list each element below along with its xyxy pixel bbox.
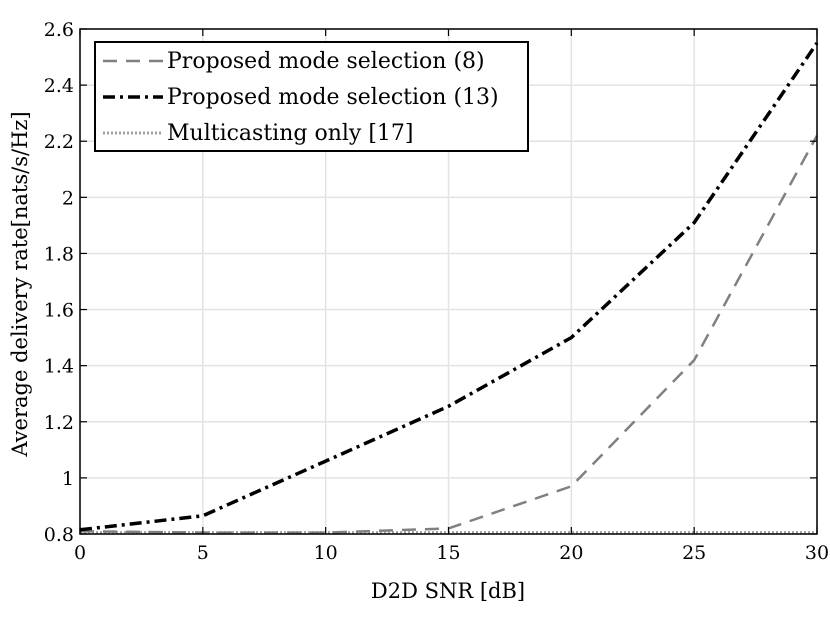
axes <box>79 28 818 535</box>
y-tick-label: 1 <box>62 468 74 490</box>
y-tick-label: 1.4 <box>44 356 74 378</box>
x-tick-label: 10 <box>314 542 338 564</box>
y-tick-label: 1.2 <box>44 412 74 434</box>
y-tick-label: 2.4 <box>44 75 74 97</box>
x-axis-title: D2D SNR [dB] <box>371 579 525 603</box>
legend-box <box>94 41 529 152</box>
x-tick-label: 0 <box>74 542 86 564</box>
legend-label-2: Proposed mode selection (13) <box>167 85 499 110</box>
y-tick-label: 0.8 <box>44 524 74 546</box>
y-tick-label: 2 <box>62 187 74 209</box>
tick-labels: 0 5 10 15 20 25 30 0.8 1 1.2 1.4 1.6 1.8 2 2.2 2.4 2.6 <box>44 19 829 564</box>
y-tick-label: 2.6 <box>44 19 74 41</box>
legend: Proposed mode selection (8) Proposed mode… <box>94 41 529 152</box>
legend-label-3: Multicasting only [17] <box>167 121 414 146</box>
x-tick-label: 15 <box>436 542 460 564</box>
x-tick-label: 25 <box>682 542 706 564</box>
y-tick-label: 1.6 <box>44 300 74 322</box>
y-tick-label: 1.8 <box>44 243 74 265</box>
x-tick-label: 30 <box>805 542 829 564</box>
series-line-2 <box>79 42 819 532</box>
legend-label-1: Proposed mode selection (8) <box>167 49 485 74</box>
y-tick-label: 2.2 <box>44 131 74 153</box>
x-tick-label: 5 <box>197 542 209 564</box>
y-axis-title: Average delivery rate[nats/s/Hz] <box>8 111 32 457</box>
x-tick-label: 20 <box>559 542 583 564</box>
